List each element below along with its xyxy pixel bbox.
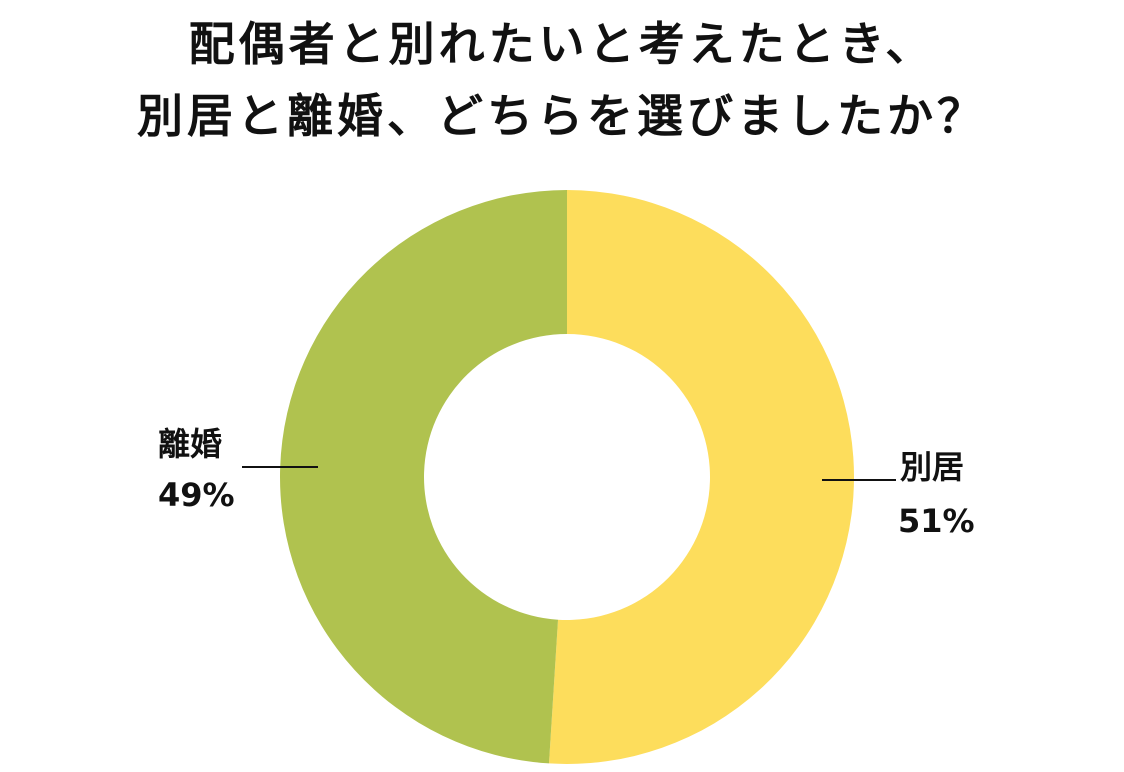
slice-rikon	[280, 190, 567, 764]
slice-value-rikon: 49%	[158, 476, 235, 514]
slice-label-group-rikon: 離婚 49%	[158, 425, 318, 514]
donut-slices	[280, 190, 855, 764]
slice-bekkyo	[548, 190, 855, 764]
slice-value-bekkyo: 51%	[898, 502, 975, 540]
slice-label-group-bekkyo: 別居 51%	[822, 448, 975, 540]
chart-title: 配偶者と別れたいと考えたとき、 別居と離婚、どちらを選びましたか？	[0, 8, 1124, 152]
slice-label-rikon: 離婚	[158, 425, 222, 463]
chart-title-line-1: 配偶者と別れたいと考えたとき、	[188, 17, 936, 71]
slice-label-bekkyo: 別居	[900, 448, 964, 486]
chart-title-line-2: 別居と離婚、どちらを選びましたか？	[137, 89, 987, 143]
